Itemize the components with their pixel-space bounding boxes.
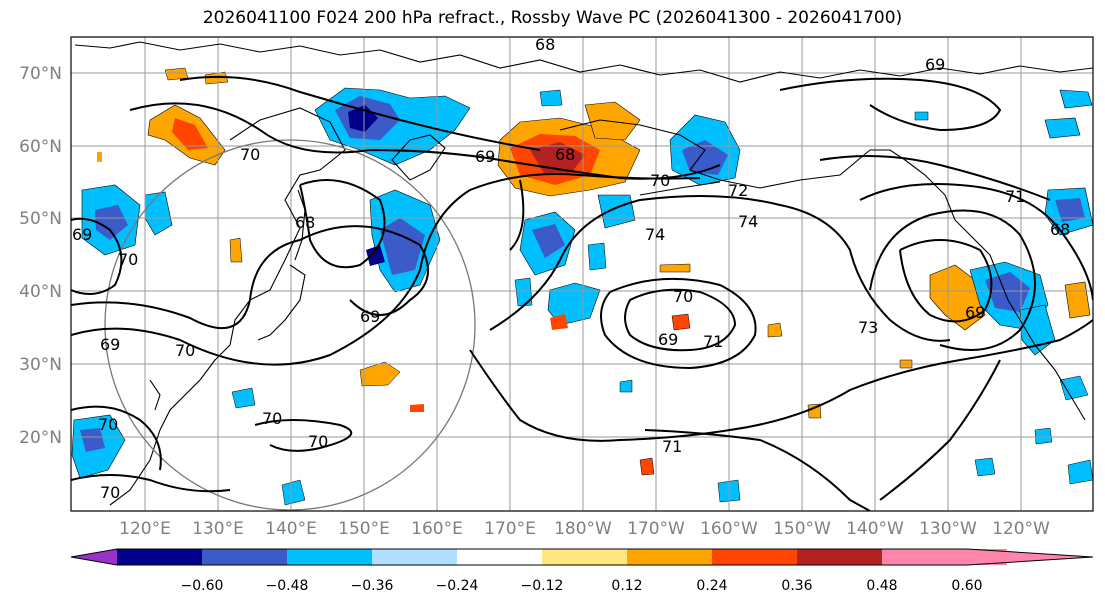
gridlines: [71, 37, 1093, 511]
colorbar-tick-label: −0.24: [436, 578, 479, 594]
colorbar-segment: [287, 549, 372, 565]
colorbar-segment: [627, 549, 712, 565]
lon-label: 130°W: [919, 519, 977, 539]
lon-label: 120°E: [119, 519, 171, 539]
colorbar-tick-label: −0.36: [351, 578, 394, 594]
lon-label: 130°E: [192, 519, 244, 539]
reference-circle: [104, 139, 476, 511]
contour-label: 70: [262, 409, 282, 428]
contour-label: 70: [650, 171, 670, 190]
colorbar-segment: [457, 549, 542, 565]
colorbar-segment: [712, 549, 797, 565]
colorbar-outline: [70, 548, 1094, 566]
colorbar-segment: [882, 549, 967, 565]
map-title: 2026041100 F024 200 hPa refract., Rossby…: [202, 8, 903, 28]
contour-label: 70: [673, 287, 693, 306]
lat-label: 60°N: [19, 137, 62, 157]
colorbar-segment: [117, 549, 202, 565]
colorbar-tick-label: −0.60: [181, 578, 224, 594]
lat-label: 20°N: [19, 428, 62, 448]
lon-label: 160°W: [700, 519, 758, 539]
colorbar-tick-label: −0.48: [266, 578, 309, 594]
contour-label: 70: [100, 483, 120, 502]
contour-label: 74: [738, 212, 758, 231]
colorbar-tick-label: 0.48: [866, 578, 897, 594]
lon-label: 170°W: [627, 519, 685, 539]
contour-label: 70: [175, 341, 195, 360]
longitude-labels: 120°E 130°E 140°E 150°E 160°E 170°E 180°…: [119, 519, 1050, 539]
contour-label: 74: [645, 225, 665, 244]
lon-label: 160°E: [411, 519, 463, 539]
lon-label: 150°W: [773, 519, 831, 539]
lon-label: 140°W: [846, 519, 904, 539]
lat-label: 30°N: [19, 355, 62, 375]
contour-label: 69: [100, 335, 120, 354]
latitude-labels: 70°N 60°N 50°N 40°N 30°N 20°N: [19, 64, 62, 448]
colorbar-tick-label: 0.36: [781, 578, 812, 594]
colorbar-segment: [967, 549, 1007, 565]
contour-label: 70: [98, 415, 118, 434]
contour-label: 70: [118, 250, 138, 269]
contour-label: 69: [925, 55, 945, 74]
colorbar-tick-label: 0.60: [951, 578, 982, 594]
contour-label: 68: [555, 145, 575, 164]
lon-label: 120°W: [992, 519, 1050, 539]
contour-label: 71: [1005, 187, 1025, 206]
contour-lines: [71, 75, 1093, 511]
colorbar: −0.60 −0.48 −0.36 −0.24 −0.12 0.12 0.24 …: [70, 548, 1094, 594]
contour-label: 70: [308, 432, 328, 451]
colorbar-tick-label: −0.12: [521, 578, 564, 594]
coastlines: [74, 41, 1093, 506]
map-frame: [70, 36, 1094, 512]
colorbar-extend-low: [71, 549, 117, 565]
lat-label: 40°N: [19, 282, 62, 302]
colorbar-segment: [542, 549, 627, 565]
contour-label: 72: [728, 181, 748, 200]
contour-label: 73: [858, 318, 878, 337]
contour-label: 69: [475, 147, 495, 166]
lon-label: 180°W: [554, 519, 612, 539]
lon-label: 140°E: [265, 519, 317, 539]
colorbar-segment: [202, 549, 287, 565]
contour-label: 68: [295, 213, 315, 232]
contour-label: 71: [703, 332, 723, 351]
colorbar-segment: [797, 549, 882, 565]
contour-labels: 68 69 68 69 70 70 72 74 74 69 69 70 68 6…: [72, 35, 1070, 502]
colorbar-tick-label: 0.24: [696, 578, 727, 594]
contour-label: 69: [658, 330, 678, 349]
lat-label: 50°N: [19, 209, 62, 229]
contour-label: 69: [965, 303, 985, 322]
contour-label: 70: [240, 145, 260, 164]
contour-label: 69: [72, 225, 92, 244]
contour-label: 68: [535, 35, 555, 54]
contour-label: 69: [360, 307, 380, 326]
contour-label: 71: [662, 437, 682, 456]
colorbar-tick-label: 0.12: [611, 578, 642, 594]
map-area: 68 69 68 69 70 70 72 74 74 69 69 70 68 6…: [71, 35, 1093, 511]
lon-label: 170°E: [484, 519, 536, 539]
lon-label: 150°E: [338, 519, 390, 539]
contour-label: 68: [1050, 220, 1070, 239]
lat-label: 70°N: [19, 64, 62, 84]
colorbar-segment: [372, 549, 457, 565]
